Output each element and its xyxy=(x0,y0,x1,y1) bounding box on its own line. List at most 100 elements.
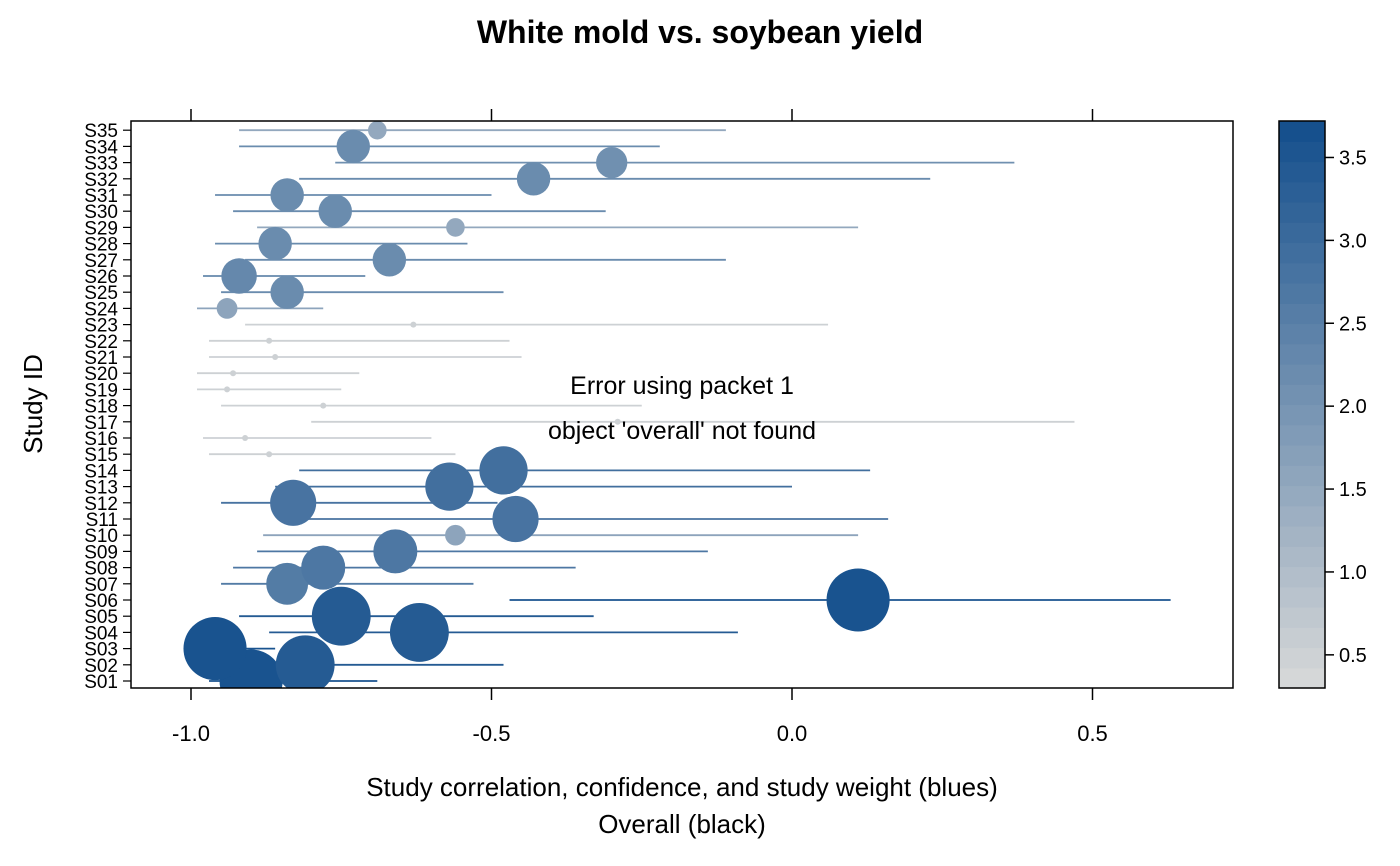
colorbar-segment xyxy=(1279,343,1325,365)
point-s25 xyxy=(270,275,304,309)
colorbar-segment xyxy=(1279,323,1325,345)
point-s34 xyxy=(336,129,370,164)
y-tick-label-s29: S29 xyxy=(84,218,118,239)
x-tick-label: -0.5 xyxy=(473,721,511,746)
y-tick-label-s12: S12 xyxy=(84,494,118,515)
point-s05 xyxy=(311,586,371,646)
x-axis-label-line2: Overall (black) xyxy=(598,809,766,839)
point-s02 xyxy=(275,635,335,688)
y-tick-label-s26: S26 xyxy=(84,267,118,288)
colorbar-tick-label: 1.5 xyxy=(1339,479,1367,501)
colorbar-frame xyxy=(1278,120,1326,689)
colorbar-segment xyxy=(1279,303,1325,325)
point-s10 xyxy=(445,524,466,546)
point-s24 xyxy=(216,298,238,319)
y-tick-label-s30: S30 xyxy=(84,202,118,223)
colorbar-tick-label: 0.5 xyxy=(1339,645,1367,667)
colorbar-segment xyxy=(1279,384,1325,406)
point-s33 xyxy=(596,146,628,179)
point-s20 xyxy=(230,370,237,377)
point-s15 xyxy=(266,451,273,458)
point-s29 xyxy=(446,218,465,237)
y-tick-label-s08: S08 xyxy=(84,559,118,580)
axes-layer: -1.0 -0.5 0.0 0.5 S01S02S03S04S05S06S07S08S0… xyxy=(84,109,1108,746)
error-message-line2: object 'overall' not found xyxy=(548,417,816,445)
y-tick-label-s07: S07 xyxy=(84,575,118,596)
colorbar-segment xyxy=(1279,141,1325,163)
colorbar-segment xyxy=(1279,283,1325,304)
y-tick-label-s01: S01 xyxy=(84,672,118,693)
y-tick-label-s22: S22 xyxy=(84,332,118,353)
colorbar-segment xyxy=(1279,262,1325,284)
colorbar: 0.5 1.0 1.5 2.0 2.5 3.0 3.5 xyxy=(1278,120,1367,689)
colorbar-segment xyxy=(1279,202,1325,223)
y-tick-label-s27: S27 xyxy=(84,251,118,272)
colorbar-segment xyxy=(1279,242,1325,264)
colorbar-tick-label: 3.0 xyxy=(1339,230,1367,252)
y-tick-label-s02: S02 xyxy=(84,656,118,677)
point-s27 xyxy=(372,243,407,277)
y-tick-label-s24: S24 xyxy=(84,299,118,320)
y-tick-label-s18: S18 xyxy=(84,397,118,418)
point-s21 xyxy=(272,354,279,360)
y-tick-label-s15: S15 xyxy=(84,445,118,466)
colorbar-tick-label: 3.5 xyxy=(1339,147,1367,169)
y-tick-label-s21: S21 xyxy=(84,348,118,369)
point-s03 xyxy=(183,617,247,681)
y-tick-label-s03: S03 xyxy=(84,640,118,661)
colorbar-segment xyxy=(1279,586,1325,608)
point-s14 xyxy=(479,446,528,495)
colorbar-segment xyxy=(1279,445,1325,466)
colorbar-segment xyxy=(1279,485,1325,507)
point-s06 xyxy=(826,568,890,632)
point-s07 xyxy=(266,562,309,605)
marks-layer xyxy=(183,121,1171,688)
colorbar-segment xyxy=(1279,181,1325,203)
point-s13 xyxy=(425,462,474,511)
colorbar-segment xyxy=(1279,121,1325,142)
colorbar-segment xyxy=(1279,647,1325,669)
error-message-line1: Error using packet 1 xyxy=(570,372,794,400)
point-s28 xyxy=(258,226,292,261)
colorbar-segment xyxy=(1279,546,1325,568)
point-s04 xyxy=(389,602,449,662)
colorbar-segment xyxy=(1279,424,1325,446)
point-s30 xyxy=(318,194,352,228)
y-tick-label-s11: S11 xyxy=(86,510,118,531)
x-tick-label: 0.5 xyxy=(1077,721,1108,746)
y-tick-label-s23: S23 xyxy=(84,316,118,337)
y-tick-label-s31: S31 xyxy=(84,186,118,207)
colorbar-segment xyxy=(1279,607,1325,628)
point-s18 xyxy=(320,402,327,409)
colorbar-segment xyxy=(1279,526,1325,547)
colorbar-segment xyxy=(1279,667,1325,689)
y-tick-label-s14: S14 xyxy=(84,461,118,482)
point-s19 xyxy=(224,386,231,393)
plot-frame xyxy=(130,120,1234,689)
point-s16 xyxy=(242,435,249,441)
colorbar-tick-label: 1.0 xyxy=(1339,562,1367,584)
colorbar-segment xyxy=(1279,404,1325,426)
x-tick-label: 0.0 xyxy=(777,721,808,746)
y-tick-label-s20: S20 xyxy=(84,364,118,385)
y-tick-label-s17: S17 xyxy=(84,413,118,434)
y-tick-label-s13: S13 xyxy=(84,478,118,499)
point-s22 xyxy=(266,337,273,344)
y-axis-label: Study ID xyxy=(18,354,48,454)
colorbar-segment xyxy=(1279,222,1325,244)
y-tick-label-s28: S28 xyxy=(84,235,118,256)
y-tick-label-s19: S19 xyxy=(84,380,118,401)
colorbar-segment xyxy=(1279,161,1325,183)
chart-title: White mold vs. soybean yield xyxy=(477,14,923,50)
y-tick-label-s16: S16 xyxy=(84,429,118,450)
y-tick-label-s33: S33 xyxy=(84,154,118,175)
colorbar-segment xyxy=(1279,627,1325,649)
point-s08 xyxy=(301,545,346,590)
point-s26 xyxy=(221,258,257,294)
colorbar-segment xyxy=(1279,465,1325,487)
point-s17 xyxy=(614,418,621,425)
colorbar-segment xyxy=(1279,505,1325,527)
point-s23 xyxy=(410,321,417,328)
y-tick-label-s06: S06 xyxy=(84,591,118,612)
